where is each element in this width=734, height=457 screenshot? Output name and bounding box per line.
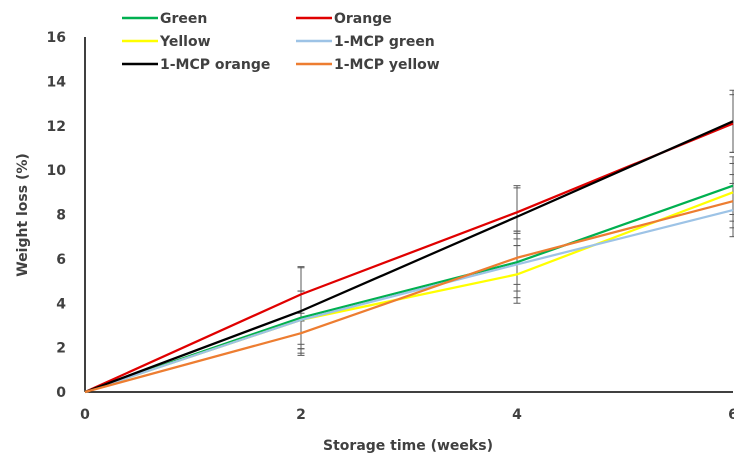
legend-label: Orange: [334, 11, 392, 27]
y-tick-label: 6: [56, 252, 66, 268]
x-axis-ticks: 0 2 4 6: [80, 407, 734, 423]
y-tick-label: 10: [47, 163, 67, 179]
y-tick-label: 12: [47, 119, 66, 135]
legend-item: 1-MCP yellow: [296, 57, 440, 73]
series-line-1-mcp-yellow: [84, 200, 734, 394]
legend-item: Orange: [296, 11, 392, 27]
x-tick-label: 0: [80, 407, 90, 423]
legend-item: 1-MCP green: [296, 34, 435, 50]
legend-item: Green: [122, 11, 207, 27]
legend-label: Yellow: [159, 34, 211, 50]
x-tick-label: 2: [296, 407, 306, 423]
legend-label: 1-MCP orange: [160, 57, 270, 73]
y-tick-label: 0: [56, 385, 66, 401]
axes: [84, 37, 733, 393]
error-bars: [297, 89, 734, 356]
y-tick-label: 8: [56, 208, 66, 224]
legend-label: 1-MCP yellow: [334, 57, 440, 73]
series-lines: [84, 120, 734, 394]
y-tick-label: 2: [56, 341, 66, 357]
series-line-green: [84, 184, 734, 394]
legend: Green Orange Yellow 1-MCP green 1-MCP orange…: [122, 11, 440, 73]
y-tick-label: 16: [47, 30, 66, 46]
legend-item: Yellow: [122, 34, 211, 50]
x-axis-title: Storage time (weeks): [323, 438, 493, 454]
legend-label: Green: [160, 11, 207, 27]
y-axis-ticks: 0 2 4 6 8 10 12 14 16: [47, 30, 67, 401]
series-line-1-mcp-orange: [84, 120, 734, 394]
y-tick-label: 14: [47, 74, 67, 90]
x-tick-label: 6: [728, 407, 734, 423]
legend-item: 1-MCP orange: [122, 57, 270, 73]
legend-label: 1-MCP green: [334, 34, 435, 50]
x-tick-label: 4: [512, 407, 522, 423]
y-axis-title: Weight loss (%): [15, 153, 31, 277]
y-tick-label: 4: [56, 296, 66, 312]
series-line-1-mcp-green: [84, 208, 734, 394]
